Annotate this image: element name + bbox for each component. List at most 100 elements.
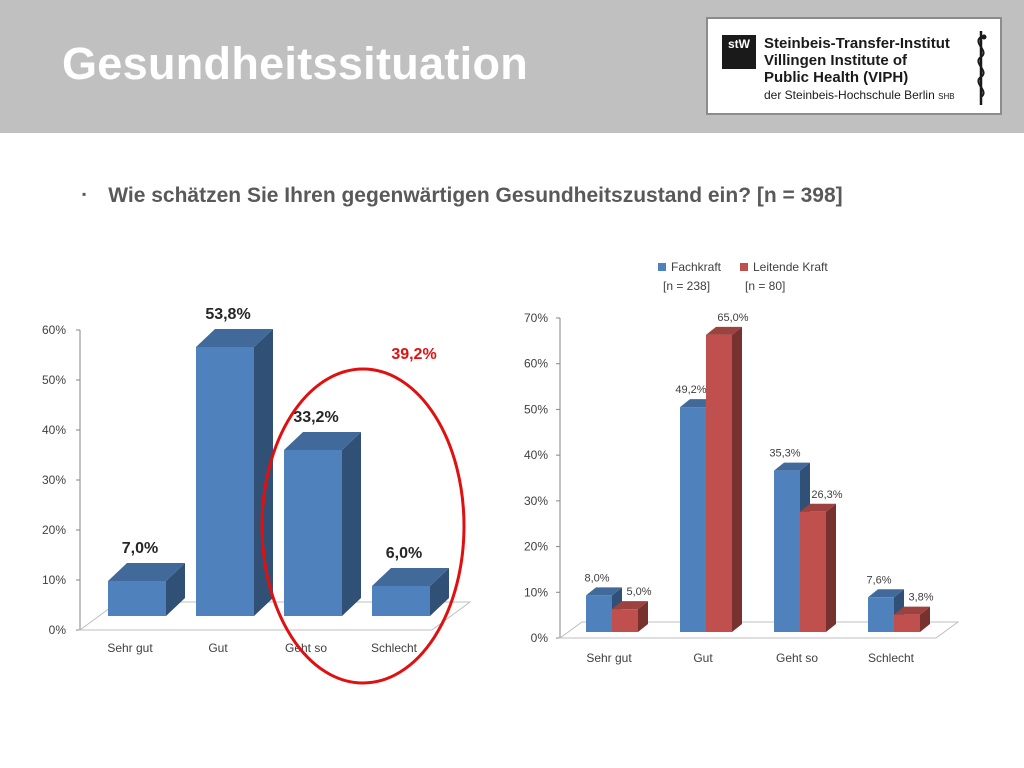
overall-health-chart: 0% 10% 20% 30% 40% 50% 60% Sehr gut 7,0% Gut 53,8%… [42, 306, 472, 685]
bar-leitende-kraft-gut-top [706, 326, 742, 335]
y-tick-label: 50% [524, 402, 548, 416]
legend-note: [n = 80] [745, 279, 785, 293]
header-bar: Gesundheitssituation stW Steinbeis-Trans… [0, 0, 1024, 133]
bar-sehr-gut-front [108, 581, 166, 616]
bar-fachkraft-schlecht-top [868, 589, 904, 598]
bar-fachkraft-geht-so-top [774, 462, 810, 471]
data-label: 53,8% [205, 306, 250, 323]
bar-leitende-kraft-sehr-gut-top [612, 601, 648, 610]
data-label: 5,0% [626, 586, 651, 598]
bar-leitende-kraft-gut-side [732, 326, 742, 632]
annotation-label: 39,2% [391, 346, 436, 363]
slide-title: Gesundheitssituation [62, 38, 529, 89]
bar-fachkraft-sehr-gut-front [586, 595, 612, 632]
y-tick-label: 10% [42, 573, 66, 587]
logo-text: Steinbeis-Transfer-Institut Villingen In… [764, 35, 950, 86]
chart-floor [558, 621, 960, 639]
data-label: 65,0% [717, 312, 748, 324]
legend-label: Leitende Kraft [753, 260, 828, 274]
bar-leitende-kraft-sehr-gut-front [612, 609, 638, 632]
data-label: 49,2% [675, 384, 706, 396]
bar-leitende-kraft-sehr-gut-side [638, 601, 648, 632]
bar-leitende-kraft-gut-front [706, 334, 732, 632]
bar-schlecht-top [372, 568, 449, 586]
legend-label: Fachkraft [671, 260, 722, 274]
bar-leitende-kraft-schlecht-top [894, 606, 930, 615]
bar-leitende-kraft-schlecht-side [920, 606, 930, 632]
y-tick-label: 20% [524, 540, 548, 554]
y-tick-label: 0% [49, 623, 67, 637]
institute-logo: stW Steinbeis-Transfer-Institut Villinge… [706, 17, 1002, 115]
bar-geht-so-side [342, 432, 361, 616]
bar-leitende-kraft-geht-so-front [800, 511, 826, 632]
data-label: 3,8% [908, 592, 933, 604]
y-tick-label: 60% [524, 357, 548, 371]
bar-geht-so-front [284, 450, 342, 616]
bar-leitende-kraft-geht-so-side [826, 503, 836, 632]
data-label: 7,0% [122, 540, 158, 557]
stw-logo-mark: stW [722, 35, 756, 69]
bar-sehr-gut-top [108, 563, 185, 581]
bar-leitende-kraft-schlecht-front [894, 614, 920, 632]
bar-schlecht-front [372, 586, 430, 616]
bar-gut [196, 329, 273, 616]
bullet-icon: ▪ [82, 187, 87, 201]
x-tick-label: Sehr gut [107, 641, 153, 655]
chart-floor [78, 601, 472, 631]
bar-leitende-kraft-schlecht [894, 606, 930, 632]
y-tick-label: 30% [524, 494, 548, 508]
x-tick-label: Schlecht [371, 641, 418, 655]
x-tick-label: Gut [693, 651, 713, 665]
x-tick-label: Schlecht [868, 651, 915, 665]
bar-geht-so [284, 432, 361, 616]
bar-schlecht [372, 568, 449, 616]
bar-gut-front [196, 347, 254, 616]
question-bullet: ▪ Wie schätzen Sie Ihren gegenwärtigen Ge… [82, 184, 843, 208]
legend: Fachkraft [n = 238] Leitende Kraft [n = 80] [658, 260, 828, 293]
data-label: 33,2% [293, 409, 338, 426]
bar-fachkraft-gut-front [680, 407, 706, 632]
bar-fachkraft-geht-so-front [774, 470, 800, 632]
y-tick-label: 40% [42, 423, 66, 437]
bar-geht-so-top [284, 432, 361, 450]
bar-gut-top [196, 329, 273, 347]
data-label: 8,0% [584, 572, 609, 584]
question-text: Wie schätzen Sie Ihren gegenwärtigen Ges… [108, 184, 843, 207]
y-tick-label: 60% [42, 323, 66, 337]
bar-gut-side [254, 329, 273, 616]
legend-note: [n = 238] [663, 279, 710, 293]
bar-schlecht-side [430, 568, 449, 616]
bar-sehr-gut-side [166, 563, 185, 616]
x-tick-label: Sehr gut [586, 651, 632, 665]
y-tick-label: 40% [524, 448, 548, 462]
bar-fachkraft-sehr-gut-top [586, 587, 622, 596]
y-tick-label: 20% [42, 523, 66, 537]
bar-fachkraft-schlecht [868, 589, 904, 632]
highlight-ellipse [260, 367, 466, 685]
logo-line-3: Public Health (VIPH) [764, 69, 909, 86]
bar-sehr-gut [108, 563, 185, 616]
legend-swatch [740, 263, 748, 271]
y-tick-label: 30% [42, 473, 66, 487]
bar-leitende-kraft-geht-so-top [800, 503, 836, 512]
bar-leitende-kraft-sehr-gut [612, 601, 648, 632]
logo-line-2: Villingen Institute of [764, 52, 908, 69]
health-by-role-chart: 0% 10% 20% 30% 40% 50% 60% 70% 8,0% 5,0% Sehr gut 4… [524, 260, 960, 665]
y-tick-label: 10% [524, 585, 548, 599]
y-tick-label: 50% [42, 373, 66, 387]
bar-fachkraft-schlecht-front [868, 597, 894, 632]
logo-subline: der Steinbeis-Hochschule Berlin SHB [764, 88, 955, 102]
aesculapian-staff-icon [977, 31, 987, 105]
data-label: 35,3% [769, 448, 800, 460]
data-label: 6,0% [386, 545, 422, 562]
bar-leitende-kraft-geht-so [800, 503, 836, 632]
y-tick-label: 70% [524, 311, 548, 325]
y-tick-label: 0% [531, 631, 549, 645]
data-label: 26,3% [811, 489, 842, 501]
data-label: 7,6% [866, 574, 891, 586]
x-tick-label: Geht so [776, 651, 818, 665]
x-tick-label: Gut [208, 641, 228, 655]
legend-swatch [658, 263, 666, 271]
logo-line-1: Steinbeis-Transfer-Institut [764, 35, 950, 52]
bar-leitende-kraft-gut [706, 326, 742, 632]
